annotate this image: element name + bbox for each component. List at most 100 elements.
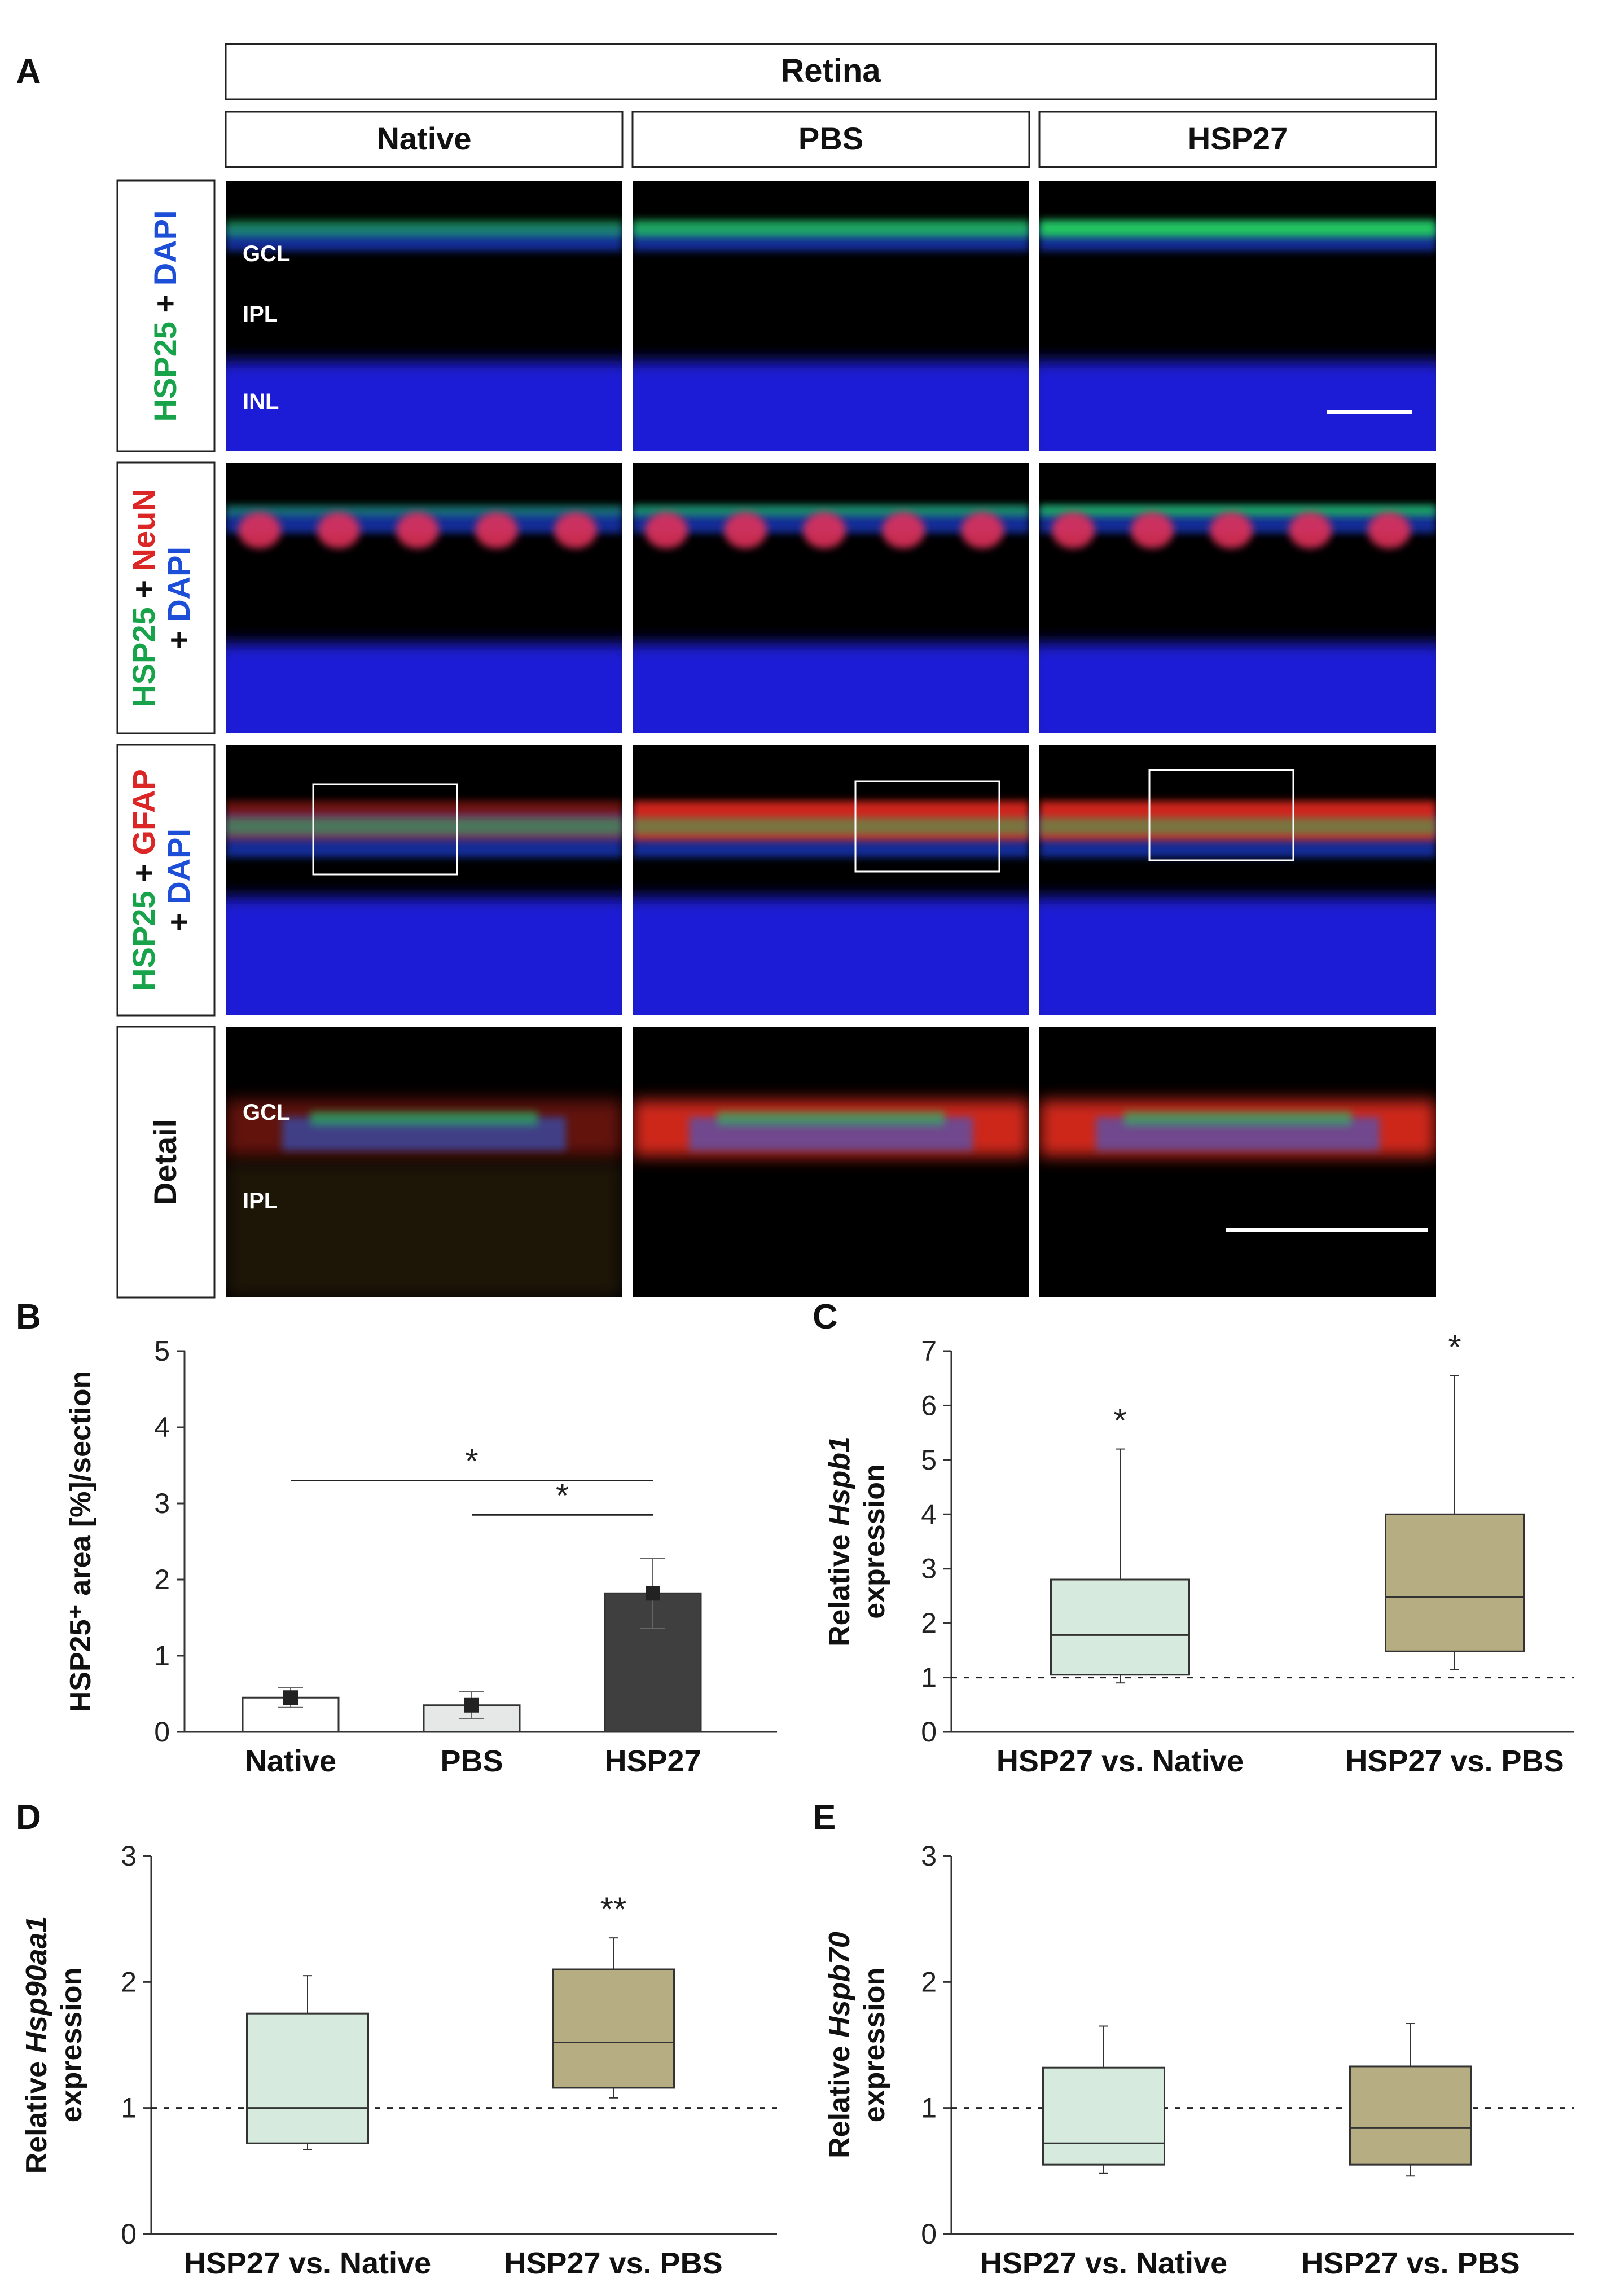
neun-cell bbox=[238, 512, 281, 548]
x-category-label: HSP27 vs. Native bbox=[184, 2246, 431, 2280]
panel-letter-b: B bbox=[16, 1297, 41, 1336]
significance-star: * bbox=[556, 1476, 569, 1514]
y-tick-label: 3 bbox=[921, 1840, 937, 1872]
row-label-part: GFAP bbox=[126, 769, 161, 855]
inl-nuclei-layer bbox=[1039, 361, 1436, 451]
layer-label-inl: INL bbox=[243, 389, 279, 414]
micrograph-content bbox=[1039, 801, 1436, 1015]
y-tick-label: 3 bbox=[921, 1553, 937, 1585]
panel-b-bar-chart: B 0 1 2 3 4 5 Native PBS HSP27 * * HSP25⁺ area [%]/s… bbox=[16, 1297, 777, 1778]
neun-cell bbox=[317, 512, 360, 548]
detail-inset-box bbox=[312, 783, 458, 876]
neun-cell bbox=[961, 512, 1004, 548]
box-1 bbox=[552, 1968, 675, 2089]
x-category-label: Native bbox=[245, 1744, 336, 1778]
box-0 bbox=[1050, 1578, 1190, 1676]
column-header: PBS bbox=[798, 121, 863, 156]
layer-label-ipl: IPL bbox=[243, 302, 278, 327]
mean-marker bbox=[646, 1586, 660, 1601]
column-header: Native bbox=[376, 121, 471, 156]
x-category-label: HSP27 vs. PBS bbox=[504, 2246, 722, 2280]
y-axis-label-gene: Hspb1 bbox=[823, 1436, 856, 1526]
row-label-box bbox=[116, 744, 216, 1017]
micrograph-content bbox=[1039, 505, 1436, 733]
mean-marker bbox=[464, 1697, 479, 1713]
row-label: Detail bbox=[147, 1119, 183, 1206]
inl-nuclei-layer bbox=[633, 361, 1029, 451]
neun-cell bbox=[475, 512, 518, 548]
retina-header-box bbox=[225, 43, 1437, 100]
inl-nuclei-layer bbox=[226, 361, 622, 451]
hsp25-signal bbox=[1039, 818, 1436, 835]
y-tick-label: 0 bbox=[121, 2218, 137, 2250]
y-tick-label: 3 bbox=[154, 1488, 170, 1519]
row-label-part: HSP25 bbox=[126, 607, 161, 707]
hsp25-signal bbox=[1039, 505, 1436, 516]
row-label-box bbox=[116, 1026, 216, 1299]
row-label-box bbox=[116, 179, 216, 452]
row-label-part: DAPI bbox=[161, 829, 196, 904]
y-axis-label-prefix: Relative bbox=[823, 1526, 856, 1647]
neun-cell bbox=[1052, 512, 1095, 548]
micrograph-content bbox=[1039, 1100, 1436, 1156]
row-label: + DAPI bbox=[161, 547, 196, 649]
x-category-label: HSP27 bbox=[604, 1744, 701, 1778]
y-tick-label: 1 bbox=[921, 2092, 937, 2124]
y-tick-label: 5 bbox=[154, 1335, 170, 1367]
inl-nuclei-layer bbox=[226, 897, 622, 1015]
hsp25-signal bbox=[226, 220, 622, 237]
hsp25-signal bbox=[1124, 1111, 1351, 1125]
x-category-label: HSP27 vs. PBS bbox=[1345, 1744, 1564, 1778]
column-header-box bbox=[225, 111, 624, 168]
panel-d-box-plot: D 0 1 2 3 HSP27 vs. Native ** HSP27 vs. PBS Rela… bbox=[16, 1798, 777, 2280]
y-axis-label-line2: expression bbox=[858, 1968, 891, 2123]
box-1 bbox=[1349, 2065, 1472, 2166]
panel-e-box-plot: E 0 1 2 3 HSP27 vs. Native HSP27 vs. PBS Relati… bbox=[813, 1798, 1574, 2280]
column-header: HSP27 bbox=[1188, 121, 1288, 156]
column-header-box bbox=[631, 111, 1030, 168]
micrograph-content bbox=[226, 220, 622, 451]
row-label: HSP25 + GFAP bbox=[126, 769, 161, 991]
y-axis-label-gene: Hsp90aa1 bbox=[20, 1916, 53, 2053]
y-tick-label: 2 bbox=[921, 1607, 937, 1639]
detail-inset-box bbox=[854, 780, 1000, 873]
micrograph-image bbox=[633, 181, 1029, 451]
y-tick-label: 2 bbox=[921, 1966, 937, 1998]
hsp25-signal bbox=[226, 505, 622, 516]
box-0 bbox=[1042, 2066, 1165, 2166]
micrograph-image bbox=[226, 463, 622, 733]
y-axis-label-line2: expression bbox=[858, 1464, 891, 1619]
micrograph-image bbox=[633, 1027, 1029, 1297]
micrograph-content bbox=[633, 801, 1029, 1015]
neun-cell bbox=[645, 512, 688, 548]
row-label-part: HSP25 bbox=[147, 322, 183, 421]
y-axis-label-line1: Relative Hsp90aa1 bbox=[20, 1916, 53, 2174]
row-label-box bbox=[116, 461, 216, 734]
ipl-background bbox=[226, 1162, 622, 1297]
inl-nuclei-layer bbox=[1039, 643, 1436, 733]
row-label: HSP25 + NeuN bbox=[126, 489, 161, 707]
hsp25-signal bbox=[1039, 220, 1436, 237]
y-axis-label-prefix: Relative bbox=[20, 2053, 53, 2174]
x-category-label: HSP27 vs. Native bbox=[980, 2246, 1227, 2280]
hsp25-signal bbox=[717, 1111, 945, 1125]
neun-cell bbox=[724, 512, 767, 548]
y-tick-label: 2 bbox=[121, 1966, 137, 1998]
mean-marker bbox=[283, 1690, 298, 1705]
inl-nuclei-layer bbox=[633, 897, 1029, 1015]
y-axis-label-prefix: Relative bbox=[823, 2038, 856, 2158]
x-category-label: PBS bbox=[440, 1744, 503, 1778]
neun-cell bbox=[554, 512, 597, 548]
row-label-part: DAPI bbox=[147, 210, 183, 285]
row-label-part: + bbox=[126, 855, 161, 891]
panel-letter-a: A bbox=[16, 52, 41, 91]
y-tick-label: 6 bbox=[921, 1389, 937, 1421]
y-tick-label: 5 bbox=[921, 1444, 937, 1476]
y-tick-label: 7 bbox=[921, 1335, 937, 1367]
neun-cell bbox=[1368, 512, 1411, 548]
y-tick-label: 0 bbox=[154, 1716, 170, 1748]
row-label-part: HSP25 bbox=[126, 891, 161, 991]
micrograph-content bbox=[633, 1100, 1029, 1156]
neun-cell bbox=[1131, 512, 1174, 548]
